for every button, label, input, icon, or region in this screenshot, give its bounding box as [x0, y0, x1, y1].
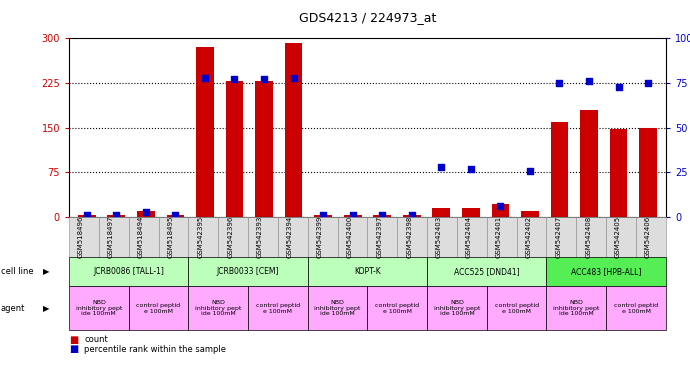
Text: GSM542407: GSM542407 [555, 216, 562, 258]
Text: count: count [84, 335, 108, 344]
Text: GSM542399: GSM542399 [317, 216, 323, 258]
Text: NBD
inhibitory pept
ide 100mM: NBD inhibitory pept ide 100mM [434, 300, 480, 316]
Point [259, 76, 270, 83]
Text: control peptid
e 100mM: control peptid e 100mM [375, 303, 420, 314]
Text: NBD
inhibitory pept
ide 100mM: NBD inhibitory pept ide 100mM [76, 300, 122, 316]
Bar [403, 215, 421, 217]
Text: GSM542404: GSM542404 [466, 216, 472, 258]
Bar [137, 211, 155, 217]
Point [199, 74, 210, 81]
Bar [491, 204, 509, 217]
Text: GSM542405: GSM542405 [615, 216, 621, 258]
Point [465, 166, 476, 172]
Bar [521, 211, 539, 217]
Text: GSM542402: GSM542402 [526, 216, 531, 258]
Text: GSM542403: GSM542403 [436, 216, 442, 258]
Text: ACC483 [HPB-ALL]: ACC483 [HPB-ALL] [571, 267, 641, 276]
Bar [108, 215, 125, 217]
Bar [462, 208, 480, 217]
Text: GSM542398: GSM542398 [406, 216, 412, 258]
Point [288, 74, 299, 81]
Bar [551, 122, 569, 217]
Point [495, 203, 506, 209]
Text: NBD
inhibitory pept
ide 100mM: NBD inhibitory pept ide 100mM [553, 300, 600, 316]
Bar [580, 110, 598, 217]
Text: GSM518497: GSM518497 [108, 216, 114, 258]
Text: ■: ■ [69, 344, 78, 354]
Text: control peptid
e 100mM: control peptid e 100mM [614, 303, 658, 314]
Text: GSM542408: GSM542408 [585, 216, 591, 258]
Point [377, 212, 388, 218]
Text: KOPT-K: KOPT-K [354, 267, 381, 276]
Bar [639, 127, 657, 217]
Point [524, 167, 535, 174]
Point [170, 212, 181, 218]
Point [613, 84, 624, 90]
Text: GSM542400: GSM542400 [346, 216, 353, 258]
Text: ACC525 [DND41]: ACC525 [DND41] [454, 267, 520, 276]
Bar [285, 43, 302, 217]
Point [554, 80, 565, 86]
Bar [373, 215, 391, 217]
Text: GSM542397: GSM542397 [376, 216, 382, 258]
Bar [314, 215, 332, 217]
Bar [255, 81, 273, 217]
Point [81, 212, 92, 218]
Point [317, 212, 328, 218]
Text: ▶: ▶ [43, 304, 49, 313]
Text: JCRB0033 [CEM]: JCRB0033 [CEM] [217, 267, 279, 276]
Text: GSM542406: GSM542406 [645, 216, 651, 258]
Bar [433, 208, 450, 217]
Text: GSM542395: GSM542395 [197, 216, 204, 258]
Point [642, 80, 653, 86]
Bar [196, 47, 214, 217]
Point [229, 76, 240, 83]
Text: ▶: ▶ [43, 267, 49, 276]
Bar [226, 81, 244, 217]
Text: NBD
inhibitory pept
ide 100mM: NBD inhibitory pept ide 100mM [195, 300, 242, 316]
Point [584, 78, 595, 84]
Text: cell line: cell line [1, 267, 33, 276]
Text: control peptid
e 100mM: control peptid e 100mM [137, 303, 181, 314]
Bar [78, 215, 96, 217]
Text: NBD
inhibitory pept
ide 100mM: NBD inhibitory pept ide 100mM [315, 300, 361, 316]
Text: GSM542396: GSM542396 [227, 216, 233, 258]
Text: JCRB0086 [TALL-1]: JCRB0086 [TALL-1] [93, 267, 164, 276]
Bar [166, 215, 184, 217]
Bar [344, 215, 362, 217]
Point [347, 212, 358, 218]
Bar [610, 129, 627, 217]
Text: ■: ■ [69, 335, 78, 345]
Text: GSM518494: GSM518494 [137, 216, 144, 258]
Text: percentile rank within the sample: percentile rank within the sample [84, 345, 226, 354]
Point [111, 212, 122, 218]
Text: GSM518496: GSM518496 [78, 216, 84, 258]
Text: control peptid
e 100mM: control peptid e 100mM [256, 303, 300, 314]
Point [436, 164, 447, 170]
Point [406, 212, 417, 218]
Point [140, 209, 151, 215]
Text: GDS4213 / 224973_at: GDS4213 / 224973_at [299, 12, 436, 25]
Text: GSM518495: GSM518495 [168, 216, 173, 258]
Text: control peptid
e 100mM: control peptid e 100mM [495, 303, 539, 314]
Text: agent: agent [1, 304, 25, 313]
Text: GSM542394: GSM542394 [287, 216, 293, 258]
Text: GSM542401: GSM542401 [495, 216, 502, 258]
Text: GSM542393: GSM542393 [257, 216, 263, 258]
